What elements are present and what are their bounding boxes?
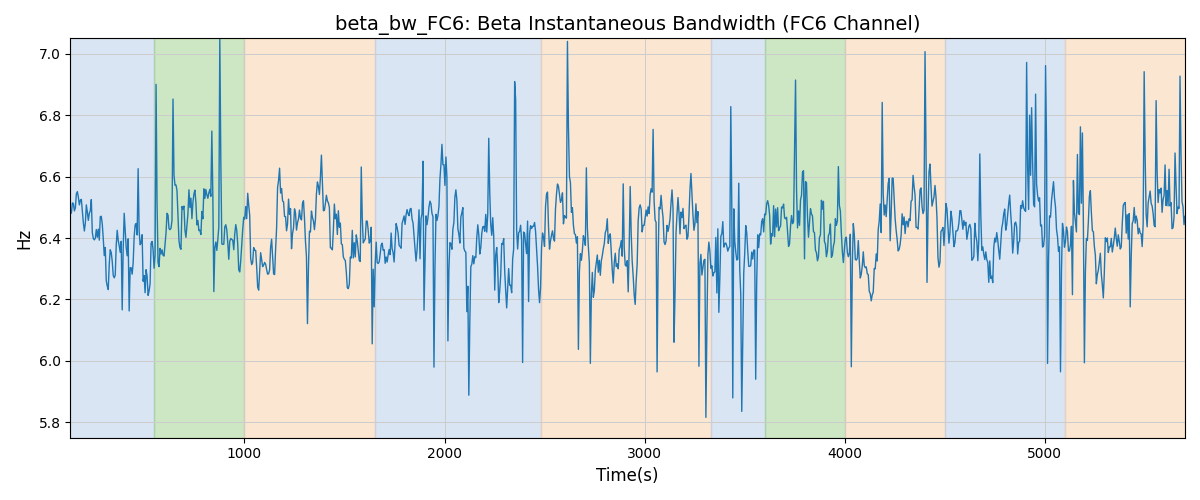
Bar: [764, 38, 845, 438]
Bar: [944, 38, 1064, 438]
Bar: [245, 38, 374, 438]
Bar: [155, 38, 245, 438]
Bar: [1064, 38, 1186, 438]
X-axis label: Time(s): Time(s): [596, 467, 659, 485]
Title: beta_bw_FC6: Beta Instantaneous Bandwidth (FC6 Channel): beta_bw_FC6: Beta Instantaneous Bandwidt…: [335, 15, 920, 35]
Y-axis label: Hz: Hz: [14, 228, 32, 248]
Bar: [541, 38, 710, 438]
Bar: [710, 38, 764, 438]
Bar: [71, 38, 155, 438]
Bar: [845, 38, 944, 438]
Bar: [374, 38, 541, 438]
